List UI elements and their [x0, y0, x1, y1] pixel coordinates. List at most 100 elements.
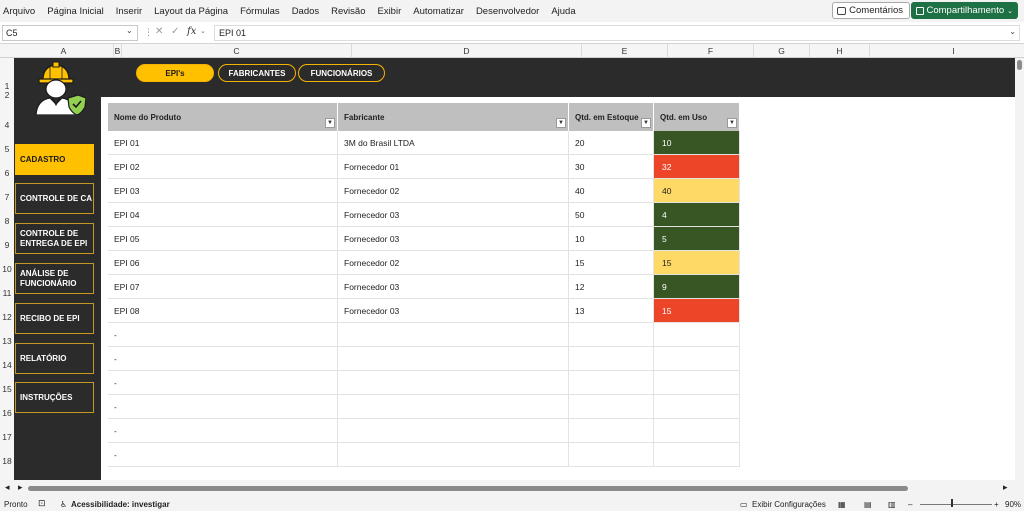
menu-item[interactable]: Dados [291, 5, 320, 17]
view-settings[interactable]: Exibir Configurações [752, 500, 826, 509]
zoom-thumb[interactable] [951, 499, 953, 507]
row-header[interactable]: 15 [2, 384, 12, 394]
row-header[interactable]: 9 [4, 240, 10, 250]
cell-qtd-uso[interactable] [654, 419, 740, 443]
cell-qtd-uso[interactable]: 40 [654, 179, 740, 203]
column-header[interactable]: H [810, 44, 870, 58]
horizontal-scrollbar[interactable]: ◂ ▸ ▸ [0, 480, 1024, 497]
cell-fabricante[interactable] [338, 371, 569, 395]
scroll-left-icon[interactable]: ◂ [5, 482, 10, 492]
row-header[interactable]: 2 [4, 90, 10, 100]
cell-nome-produto[interactable]: EPI 05 [108, 227, 338, 251]
function-icon[interactable]: fx [187, 26, 197, 37]
cell-nome-produto[interactable]: - [108, 323, 338, 347]
chevron-down-icon[interactable]: ⌄ [126, 26, 133, 35]
tab-fabricantes[interactable]: FABRICANTES [218, 64, 296, 82]
comments-button[interactable]: Comentários [832, 2, 910, 19]
column-header[interactable]: B [114, 44, 122, 58]
cell-fabricante[interactable] [338, 347, 569, 371]
cell-fabricante[interactable]: Fornecedor 02 [338, 251, 569, 275]
tab-epis[interactable]: EPI's [136, 64, 214, 82]
cancel-icon[interactable]: ✕ [155, 26, 164, 37]
cell-fabricante[interactable]: Fornecedor 03 [338, 299, 569, 323]
zoom-slider[interactable] [920, 504, 992, 505]
cell-qtd-uso[interactable] [654, 395, 740, 419]
filter-dropdown-icon[interactable]: ▼ [556, 118, 566, 128]
column-header[interactable]: D [352, 44, 582, 58]
cell-fabricante[interactable]: Fornecedor 03 [338, 227, 569, 251]
cell-fabricante[interactable]: Fornecedor 03 [338, 203, 569, 227]
worksheet[interactable]: EPI's FABRICANTES FUNCIONÁRIOS CADASTRO … [14, 58, 1015, 480]
cell-nome-produto[interactable]: EPI 01 [108, 131, 338, 155]
row-header[interactable]: 7 [4, 192, 10, 202]
page-layout-icon[interactable]: ▤ [864, 500, 872, 509]
zoom-level[interactable]: 90% [1005, 500, 1022, 509]
cell-qtd-estoque[interactable] [569, 347, 654, 371]
cell-fabricante[interactable]: Fornecedor 03 [338, 275, 569, 299]
cell-nome-produto[interactable]: EPI 02 [108, 155, 338, 179]
scroll-thumb[interactable] [28, 486, 908, 491]
cell-qtd-estoque[interactable] [569, 371, 654, 395]
column-header[interactable]: A [14, 44, 114, 58]
menu-item[interactable]: Inserir [115, 5, 143, 17]
cell-nome-produto[interactable]: EPI 06 [108, 251, 338, 275]
menu-item[interactable]: Arquivo [3, 5, 36, 17]
row-header[interactable]: 11 [2, 288, 12, 298]
filter-dropdown-icon[interactable]: ▼ [727, 118, 737, 128]
cell-nome-produto[interactable]: - [108, 347, 338, 371]
row-header[interactable]: 12 [2, 312, 12, 322]
cell-qtd-uso[interactable]: 15 [654, 251, 740, 275]
sidebar-item-recibo[interactable]: RECIBO DE EPI [15, 303, 94, 334]
expand-icon[interactable]: ⌄ [1009, 27, 1016, 36]
menu-item[interactable]: Fórmulas [240, 5, 280, 17]
cell-qtd-estoque[interactable]: 20 [569, 131, 654, 155]
header-fabricante[interactable]: Fabricante ▼ [338, 103, 569, 131]
accessibility-icon[interactable]: ♿ [60, 500, 68, 509]
cell-qtd-estoque[interactable] [569, 443, 654, 467]
cell-qtd-uso[interactable]: 10 [654, 131, 740, 155]
cell-qtd-estoque[interactable]: 12 [569, 275, 654, 299]
header-nome-produto[interactable]: Nome do Produto ▼ [108, 103, 338, 131]
cell-qtd-estoque[interactable]: 10 [569, 227, 654, 251]
menu-item[interactable]: Layout da Página [154, 5, 229, 17]
cell-qtd-uso[interactable]: 15 [654, 299, 740, 323]
cell-qtd-uso[interactable]: 5 [654, 227, 740, 251]
zoom-in-icon[interactable]: + [994, 500, 999, 509]
row-header[interactable]: 14 [2, 360, 12, 370]
row-header[interactable]: 17 [2, 432, 12, 442]
cell-qtd-uso[interactable] [654, 443, 740, 467]
row-header[interactable]: 13 [2, 336, 12, 346]
cell-nome-produto[interactable]: EPI 04 [108, 203, 338, 227]
cell-nome-produto[interactable]: - [108, 443, 338, 467]
row-header[interactable]: 6 [4, 168, 10, 178]
chevron-down-icon[interactable]: ⌄ [200, 28, 206, 35]
cell-qtd-estoque[interactable]: 40 [569, 179, 654, 203]
cell-fabricante[interactable] [338, 419, 569, 443]
cell-qtd-estoque[interactable] [569, 419, 654, 443]
menu-item[interactable]: Exibir [377, 5, 402, 17]
column-header[interactable]: F [668, 44, 754, 58]
scroll-right-icon[interactable]: ▸ [18, 482, 23, 492]
cell-qtd-estoque[interactable]: 30 [569, 155, 654, 179]
cell-fabricante[interactable] [338, 443, 569, 467]
header-qtd-uso[interactable]: Qtd. em Uso ▼ [654, 103, 740, 131]
cell-nome-produto[interactable]: EPI 03 [108, 179, 338, 203]
column-header[interactable]: C [122, 44, 352, 58]
sidebar-item-analise-funcionario[interactable]: ANÁLISE DE FUNCIONÁRIO [15, 263, 94, 294]
formula-input[interactable]: EPI 01 [214, 25, 1020, 41]
row-header[interactable]: 8 [4, 216, 10, 226]
cell-qtd-estoque[interactable] [569, 323, 654, 347]
cell-nome-produto[interactable]: EPI 07 [108, 275, 338, 299]
column-header[interactable]: G [754, 44, 810, 58]
row-header[interactable]: 5 [4, 144, 10, 154]
cell-qtd-uso[interactable]: 4 [654, 203, 740, 227]
row-header[interactable]: 4 [4, 120, 10, 130]
cell-qtd-estoque[interactable]: 15 [569, 251, 654, 275]
column-header[interactable]: E [582, 44, 668, 58]
cell-qtd-uso[interactable]: 32 [654, 155, 740, 179]
cell-fabricante[interactable]: 3M do Brasil LTDA [338, 131, 569, 155]
cell-nome-produto[interactable]: - [108, 371, 338, 395]
menu-item[interactable]: Ajuda [551, 5, 576, 17]
macro-icon[interactable]: ⊡ [38, 498, 46, 508]
scroll-right-icon[interactable]: ▸ [1003, 482, 1008, 492]
